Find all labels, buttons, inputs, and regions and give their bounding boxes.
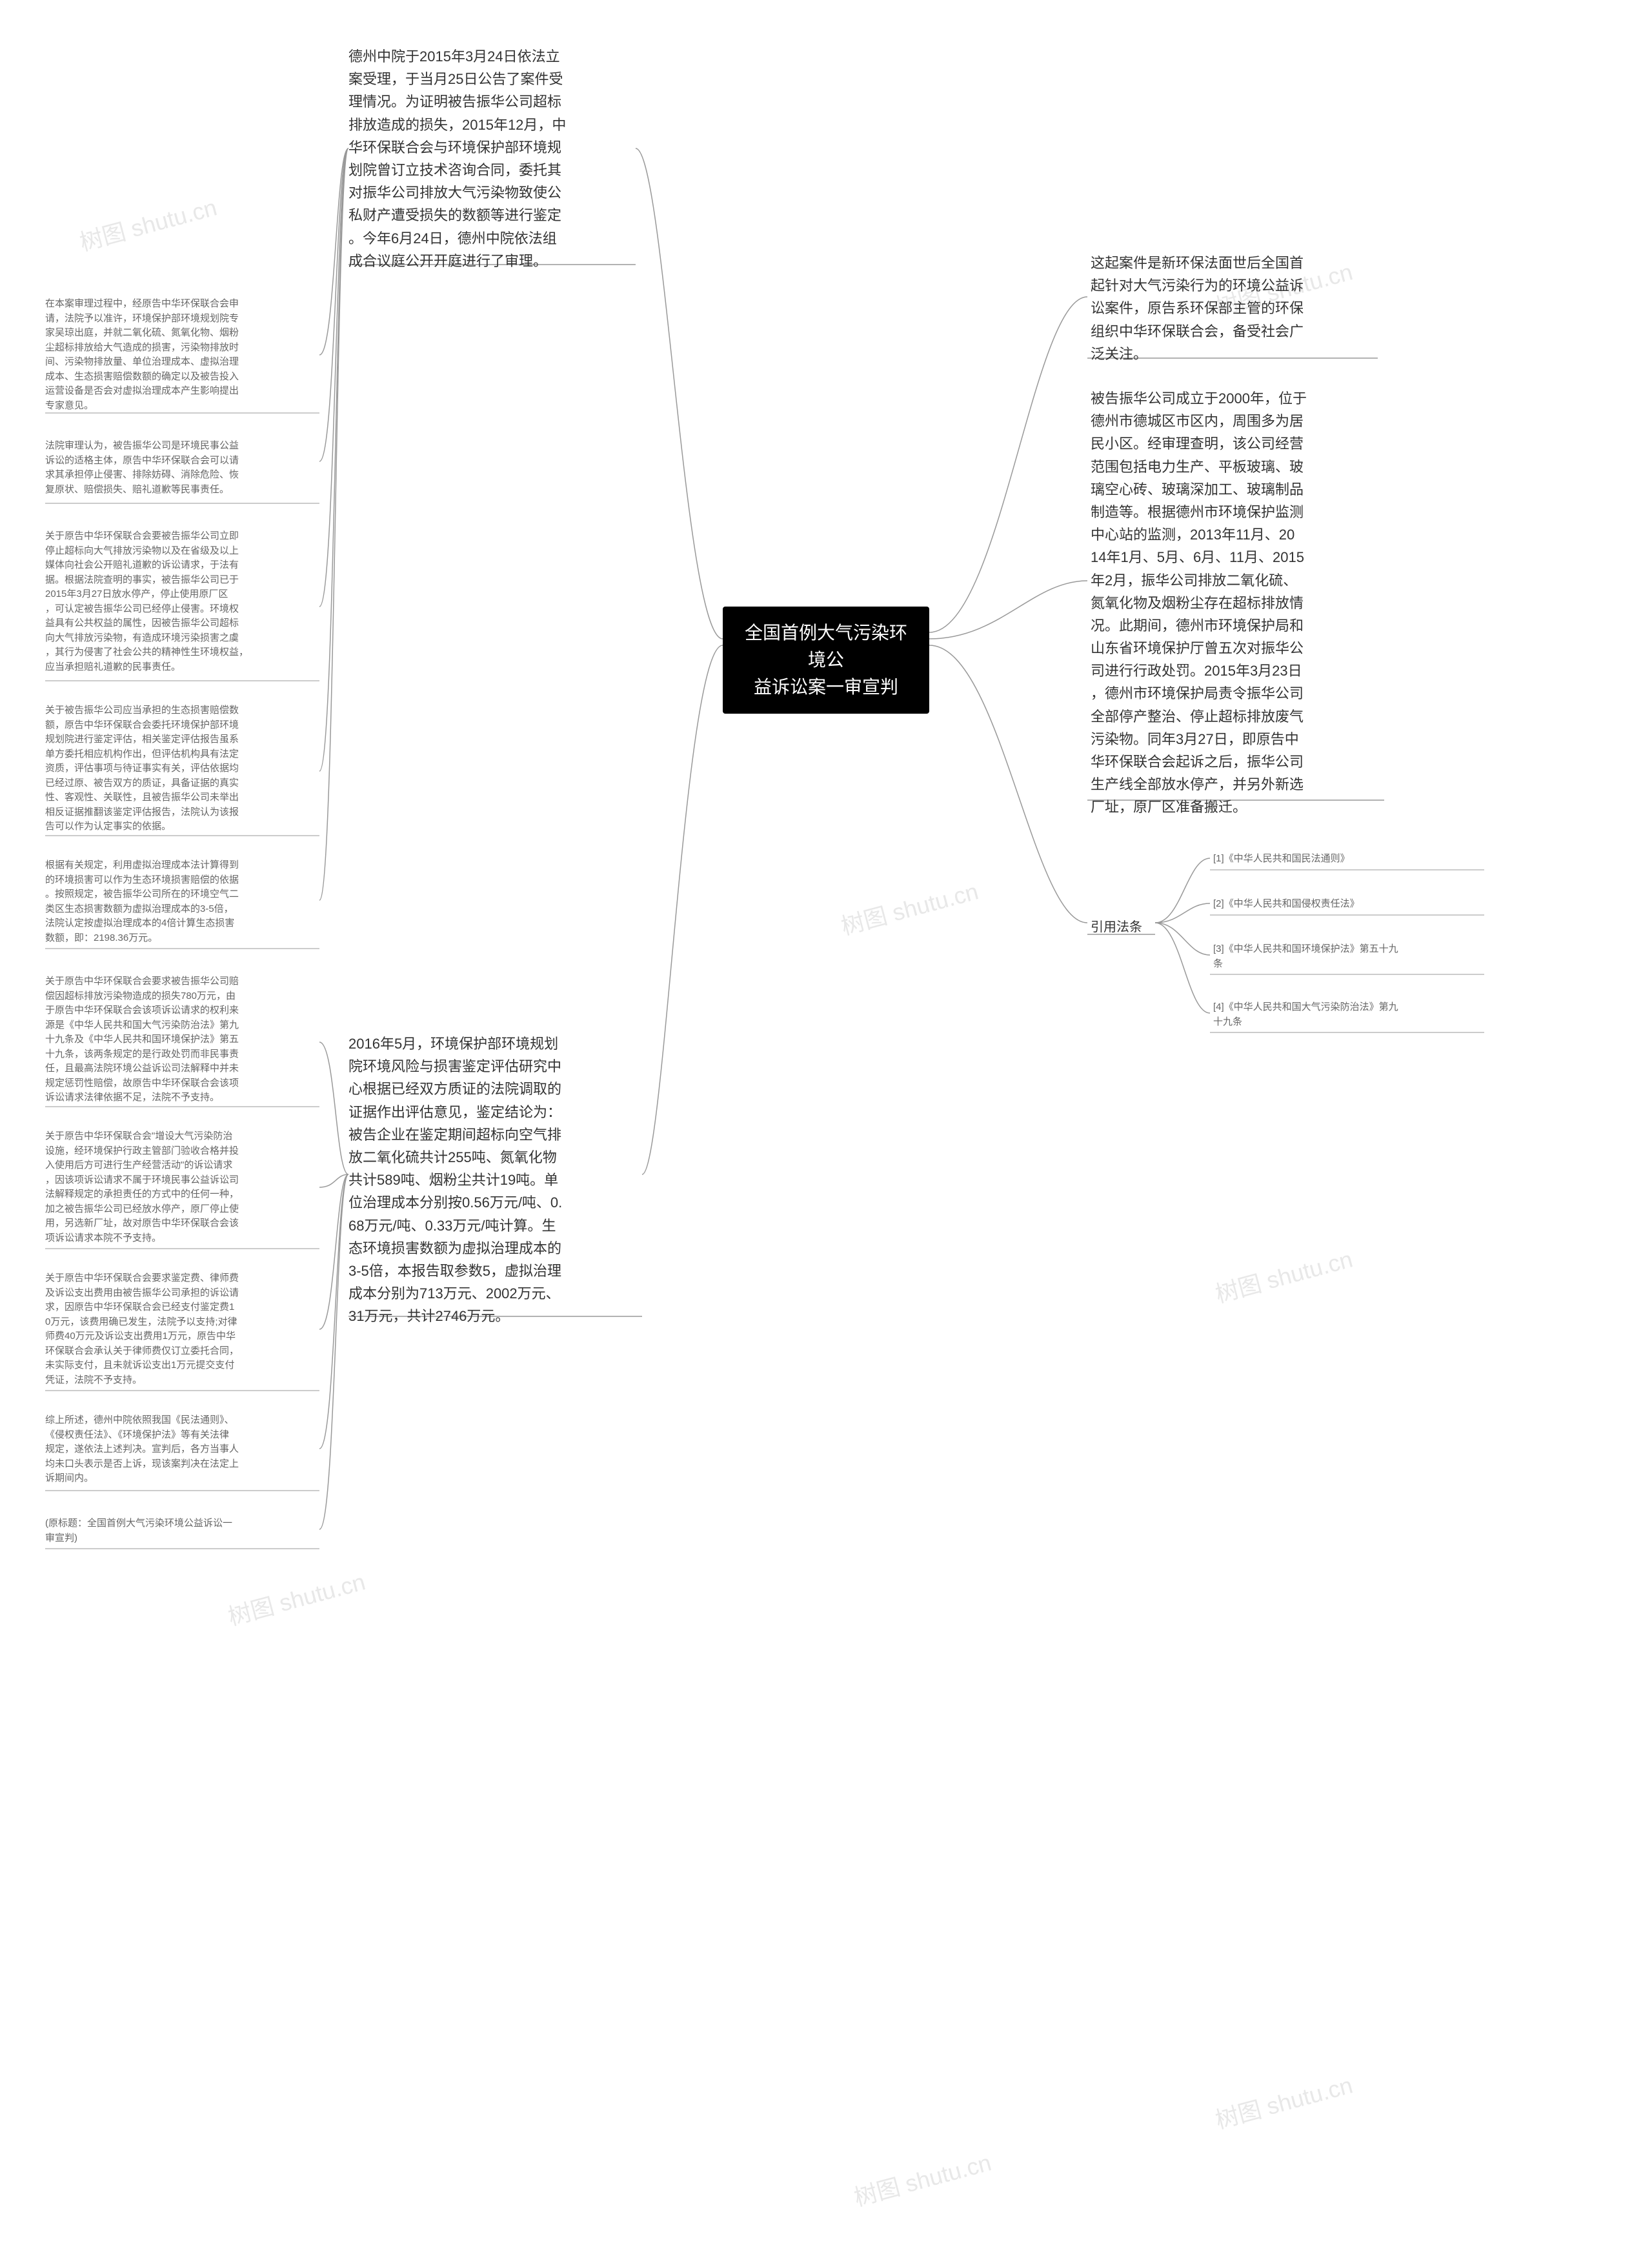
left-intro-1: 德州中院于2015年3月24日依法立 案受理，于当月25日公告了案件受 理情况。…: [348, 45, 632, 272]
watermark: 树图 shutu.cn: [224, 1564, 368, 1633]
citation-label: 引用法条: [1091, 916, 1142, 935]
left-detail-3: 关于被告振华公司应当承担的生态损害赔偿数 额，原告中华环保联合会委托环境保护部环…: [45, 703, 316, 834]
left-detail-9: (原标题：全国首例大气污染环境公益诉讼一 审宣判): [45, 1516, 316, 1545]
left-detail-0: 在本案审理过程中，经原告中华环保联合会申 请，法院予以准许，环境保护部环境规划院…: [45, 297, 316, 413]
citation-item-1: [2]《中华人民共和国侵权责任法》: [1213, 897, 1484, 912]
left-detail-6: 关于原告中华环保联合会"增设大气污染防治 设施，经环境保护行政主管部门验收合格并…: [45, 1129, 316, 1245]
watermark: 树图 shutu.cn: [1211, 2067, 1356, 2136]
watermark: 树图 shutu.cn: [76, 189, 220, 258]
watermark: 树图 shutu.cn: [837, 873, 982, 942]
right-intro-2: 被告振华公司成立于2000年，位于 德州市德城区市区内，周围多为居 民小区。经审…: [1091, 387, 1381, 819]
left-detail-7: 关于原告中华环保联合会要求鉴定费、律师费 及诉讼支出费用由被告振华公司承担的诉讼…: [45, 1271, 316, 1387]
watermark: 树图 shutu.cn: [850, 2144, 994, 2213]
left-detail-5: 关于原告中华环保联合会要求被告振华公司赔 偿因超标排放污染物造成的损失780万元…: [45, 974, 316, 1105]
citation-item-3: [4]《中华人民共和国大气污染防治法》第九 十九条: [1213, 1000, 1484, 1029]
citation-item-2: [3]《中华人民共和国环境保护法》第五十九 条: [1213, 942, 1484, 971]
watermark: 树图 shutu.cn: [1211, 1241, 1356, 1310]
left-detail-1: 法院审理认为，被告振华公司是环境民事公益 诉讼的适格主体，原告中华环保联合会可以…: [45, 439, 316, 497]
center-node: 全国首例大气污染环境公 益诉讼案一审宣判: [723, 607, 929, 714]
left-intro-2: 2016年5月，环境保护部环境规划 院环境风险与损害鉴定评估研究中 心根据已经双…: [348, 1032, 639, 1327]
right-intro-1: 这起案件是新环保法面世后全国首 起针对大气污染行为的环境公益诉 讼案件，原告系环…: [1091, 252, 1375, 365]
citation-item-0: [1]《中华人民共和国民法通则》: [1213, 852, 1484, 867]
left-detail-4: 根据有关规定，利用虚拟治理成本法计算得到 的环境损害可以作为生态环境损害赔偿的依…: [45, 858, 316, 945]
left-detail-8: 综上所述，德州中院依照我国《民法通则》、 《侵权责任法》、《环境保护法》等有关法…: [45, 1413, 316, 1486]
left-detail-2: 关于原告中华环保联合会要被告振华公司立即 停止超标向大气排放污染物以及在省级及以…: [45, 529, 316, 674]
